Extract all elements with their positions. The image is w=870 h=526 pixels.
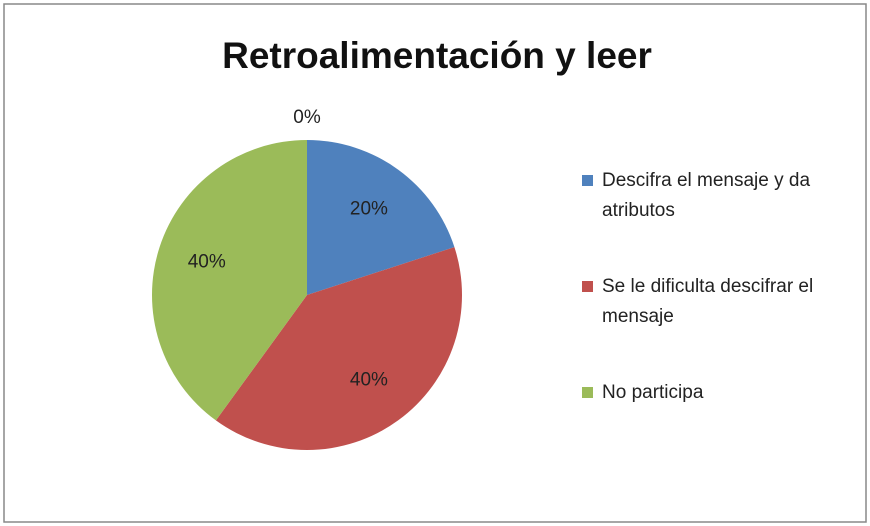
legend-item: Se le dificulta descifrar el mensaje	[582, 272, 832, 332]
legend-label: Descifra el mensaje y da atributos	[602, 170, 811, 221]
chart-title: Retroalimentación y leer	[222, 35, 652, 76]
legend-item: No participa	[582, 378, 832, 408]
pie-slice	[151, 140, 307, 421]
pie-slice	[307, 140, 455, 295]
data-label: 40%	[350, 369, 388, 390]
legend-label: Se le dificulta descifrar el mensaje	[602, 276, 814, 327]
legend-swatch	[582, 281, 593, 292]
legend-swatch	[582, 387, 593, 398]
legend-swatch	[582, 175, 593, 186]
pie-slice	[215, 247, 462, 451]
data-label: 0%	[293, 107, 321, 128]
legend-item: Descifra el mensaje y da atributos	[582, 166, 832, 226]
data-label: 40%	[188, 251, 226, 272]
data-label: 20%	[350, 199, 388, 220]
legend-label: No participa	[602, 382, 704, 403]
